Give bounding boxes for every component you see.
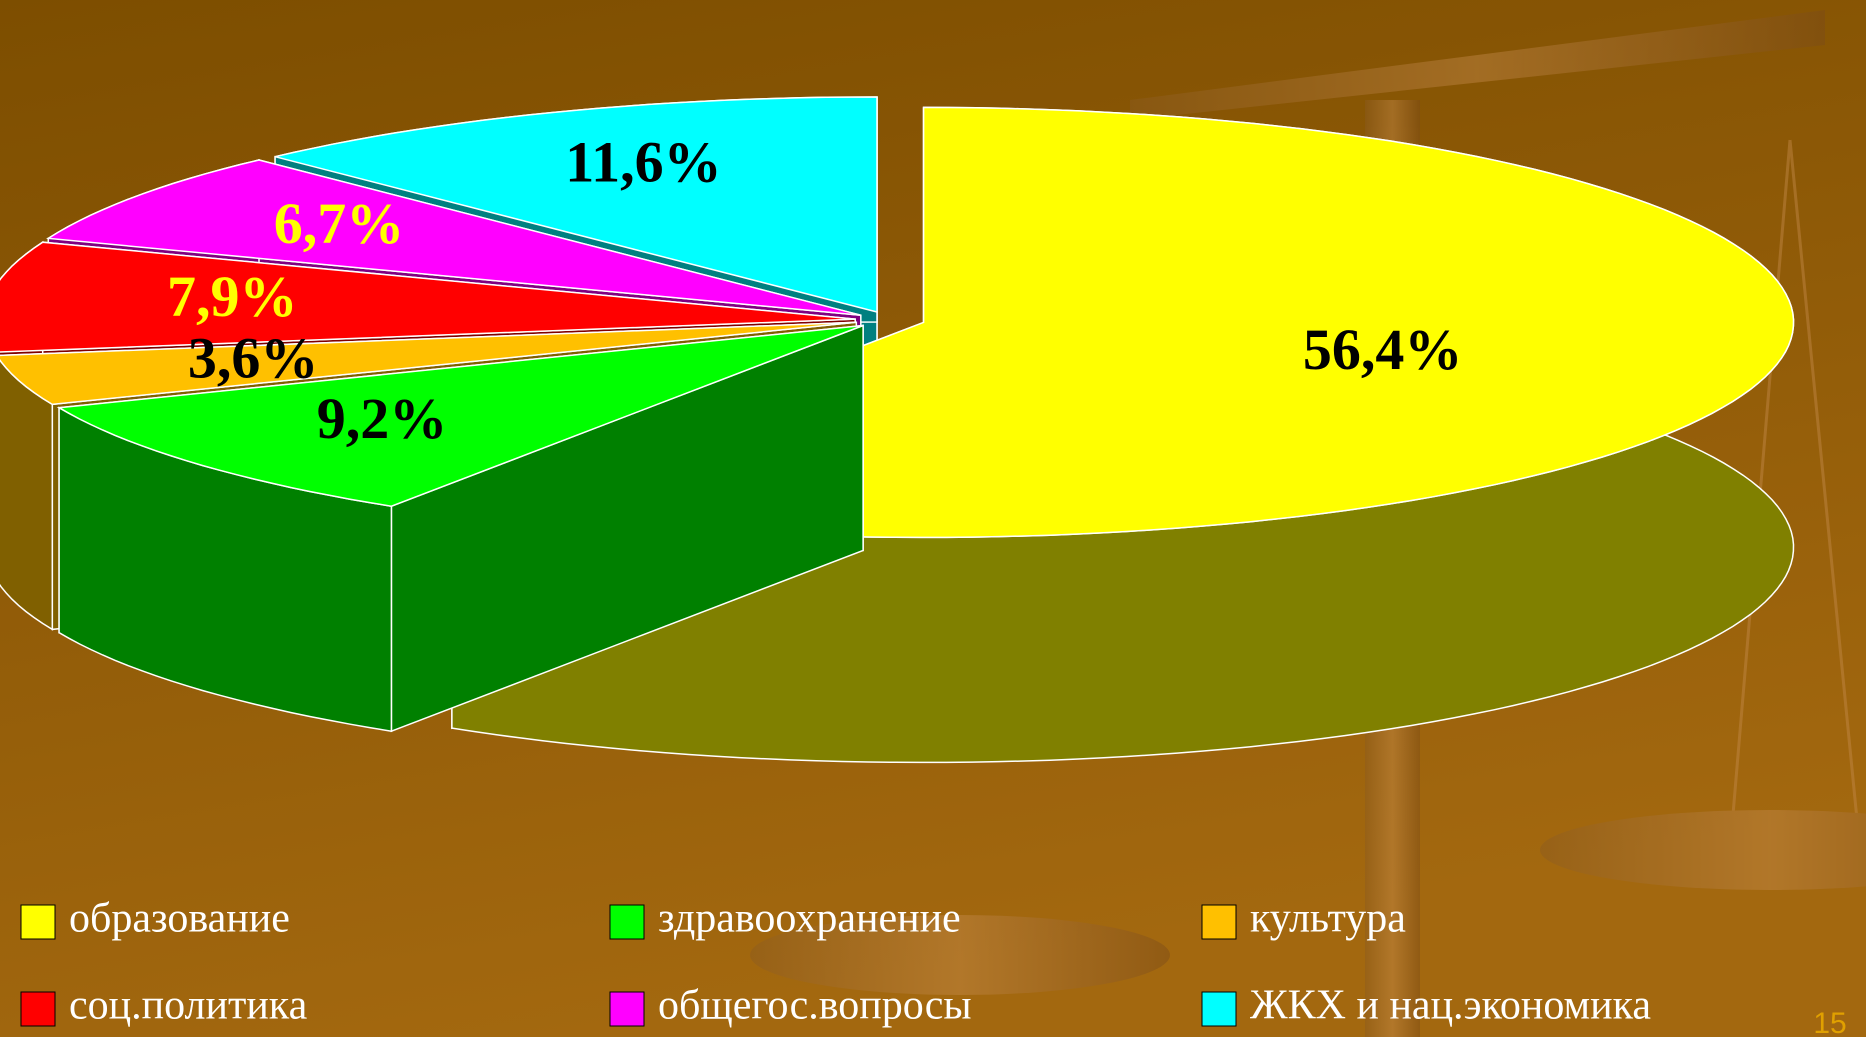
legend-swatch (610, 992, 644, 1026)
value-label: 56,4% (1303, 317, 1463, 382)
legend-swatch (21, 905, 55, 939)
legend-label: образование (69, 896, 290, 942)
legend-label: ЖКХ и нац.экономика (1250, 983, 1651, 1029)
legend-label: здравоохранение (658, 896, 961, 942)
legend-label: общегос.вопросы (658, 983, 972, 1029)
value-label: 7,9% (167, 264, 298, 329)
value-label: 11,6% (565, 130, 721, 195)
legend-swatch (610, 905, 644, 939)
value-label: 3,6% (188, 325, 319, 390)
slide: 56,4% 9,2%3,6%7,9% 6,7% 11,6% образование зд… (0, 0, 1866, 1037)
slide-number: 15 (1813, 1007, 1846, 1037)
legend-swatch (21, 992, 55, 1026)
legend-swatch (1202, 992, 1236, 1026)
legend-label: культура (1250, 896, 1406, 942)
legend-label: соц.политика (69, 983, 308, 1029)
legend-swatch (1202, 905, 1236, 939)
value-label: 9,2% (317, 386, 448, 451)
value-label: 6,7% (274, 191, 405, 256)
